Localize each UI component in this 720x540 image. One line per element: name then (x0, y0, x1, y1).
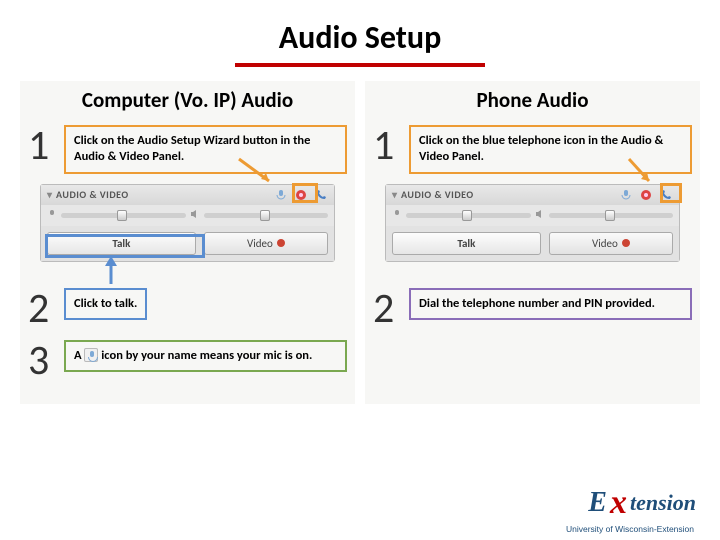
right-heading: Phone Audio (373, 87, 692, 113)
arrow-to-talk (101, 256, 121, 289)
video-button[interactable]: Video (204, 232, 328, 255)
collapse-icon[interactable]: ▾ (47, 188, 52, 201)
left-step-3: 3 A icon by your name means your mic is … (28, 340, 347, 382)
step-number: 1 (373, 125, 401, 167)
logo-subtitle: University of Wisconsin-Extension (566, 524, 694, 534)
phone-icon[interactable] (314, 188, 328, 202)
speaker-slider[interactable] (549, 213, 674, 218)
right-column: Phone Audio 1 Click on the blue telephon… (365, 81, 700, 404)
collapse-icon[interactable]: ▾ (392, 188, 397, 201)
phone-icon[interactable] (659, 188, 673, 202)
speaker-slider[interactable] (204, 213, 329, 218)
mic-slider-icon (47, 209, 57, 222)
step-number: 3 (28, 340, 56, 382)
columns: Computer (Vo. IP) Audio 1 Click on the A… (20, 81, 700, 404)
mic-slider[interactable] (406, 213, 531, 218)
audio-video-panel-left: ▾ AUDIO & VIDEO (40, 184, 335, 262)
mic-inline-icon (84, 348, 98, 362)
video-button[interactable]: Video (549, 232, 673, 255)
page-title: Audio Setup (0, 0, 720, 57)
left-step-1: 1 Click on the Audio Setup Wizard button… (28, 125, 347, 174)
left-step-2: 2 Click to talk. (28, 288, 347, 330)
talk-button[interactable]: Talk (392, 232, 541, 255)
mic-slider[interactable] (61, 213, 186, 218)
step-number: 2 (28, 288, 56, 330)
step-text-box: Click on the Audio Setup Wizard button i… (64, 125, 347, 174)
step-number: 1 (28, 125, 56, 167)
speaker-slider-icon (535, 209, 545, 222)
arrow-to-wizard (239, 159, 279, 192)
panel-title: AUDIO & VIDEO (401, 188, 619, 201)
audio-video-panel-right: ▾ AUDIO & VIDEO (385, 184, 680, 262)
setup-wizard-icon[interactable] (294, 188, 308, 202)
speaker-slider-icon (190, 209, 200, 222)
uw-extension-logo: Extension (588, 484, 696, 522)
left-column: Computer (Vo. IP) Audio 1 Click on the A… (20, 81, 355, 404)
mic-slider-icon (392, 209, 402, 222)
right-step-2: 2 Dial the telephone number and PIN prov… (373, 288, 692, 330)
step-text-box: Click to talk. (64, 288, 147, 320)
talk-button[interactable]: Talk (47, 232, 196, 255)
step-text-box: Dial the telephone number and PIN provid… (409, 288, 692, 320)
camera-icon (277, 239, 285, 247)
arrow-to-phone (629, 159, 659, 192)
camera-icon (622, 239, 630, 247)
step-number: 2 (373, 288, 401, 330)
step-text-box: A icon by your name means your mic is on… (64, 340, 347, 372)
left-heading: Computer (Vo. IP) Audio (28, 87, 347, 113)
title-underline (235, 63, 485, 67)
